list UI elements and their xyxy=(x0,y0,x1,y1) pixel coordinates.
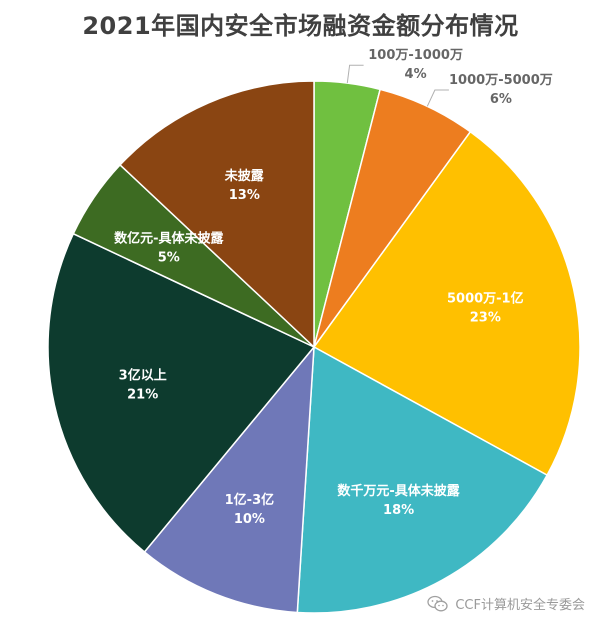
slice-percent-label: 18% xyxy=(383,503,414,518)
pie-slice xyxy=(47,232,316,554)
watermark-text: CCF计算机安全专委会 xyxy=(455,598,585,613)
slice-name-label: 5000万-1亿 xyxy=(447,291,524,307)
slice-labels: 100万-1000万 4% 1000万-5000万 6% 5000万-1亿 23% 数千万元… xyxy=(114,48,553,527)
slice-percent-label: 10% xyxy=(234,512,265,527)
slice-percent-label: 4% xyxy=(405,67,427,82)
slice-name-label: 未披露 xyxy=(224,168,265,184)
leader-line xyxy=(346,64,364,84)
slice-name-label: 1000万-5000万 xyxy=(449,73,553,88)
pie-slice xyxy=(119,80,315,349)
slice-name-label: 数千万元-具体未披露 xyxy=(337,483,460,499)
pie-slice xyxy=(296,345,549,614)
leader-line xyxy=(426,89,449,107)
slice-name-label: 3亿以上 xyxy=(119,367,167,383)
slice-percent-label: 23% xyxy=(470,311,501,326)
slice-percent-label: 13% xyxy=(229,188,260,203)
wechat-icon xyxy=(427,595,449,611)
pie-slice xyxy=(143,344,315,614)
slice-percent-label: 21% xyxy=(127,387,158,402)
slice-percent-label: 6% xyxy=(490,92,512,107)
slice-name-label: 数亿元-具体未披露 xyxy=(114,230,224,246)
pie-slice xyxy=(312,130,581,477)
slice-name-label: 100万-1000万 xyxy=(368,48,463,63)
watermark: CCF计算机安全专委会 xyxy=(427,594,585,613)
slice-name-label: 1亿-3亿 xyxy=(225,492,275,508)
chart-title: 2021年国内安全市场融资金额分布情况 xyxy=(82,12,519,40)
slice-percent-label: 5% xyxy=(158,250,180,265)
